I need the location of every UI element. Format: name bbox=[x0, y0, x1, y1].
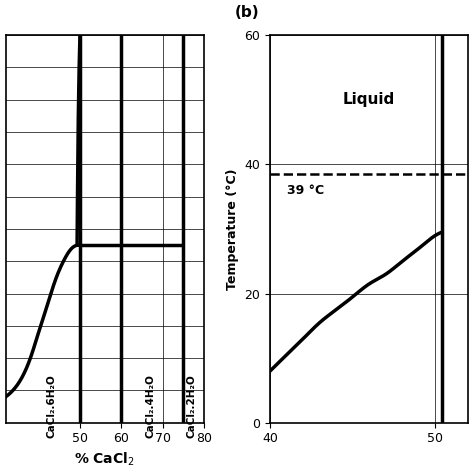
Text: CaCl₂.4H₂O: CaCl₂.4H₂O bbox=[145, 374, 155, 438]
Text: CaCl₂.6H₂O: CaCl₂.6H₂O bbox=[46, 374, 56, 438]
Text: 39 °C: 39 °C bbox=[287, 184, 324, 197]
Text: Liquid: Liquid bbox=[343, 92, 395, 107]
Text: CaCl₂.2H₂O: CaCl₂.2H₂O bbox=[187, 374, 197, 438]
X-axis label: % CaCl$_2$: % CaCl$_2$ bbox=[74, 451, 135, 468]
Text: (b): (b) bbox=[234, 5, 259, 19]
Y-axis label: Temperature (°C): Temperature (°C) bbox=[226, 168, 239, 290]
